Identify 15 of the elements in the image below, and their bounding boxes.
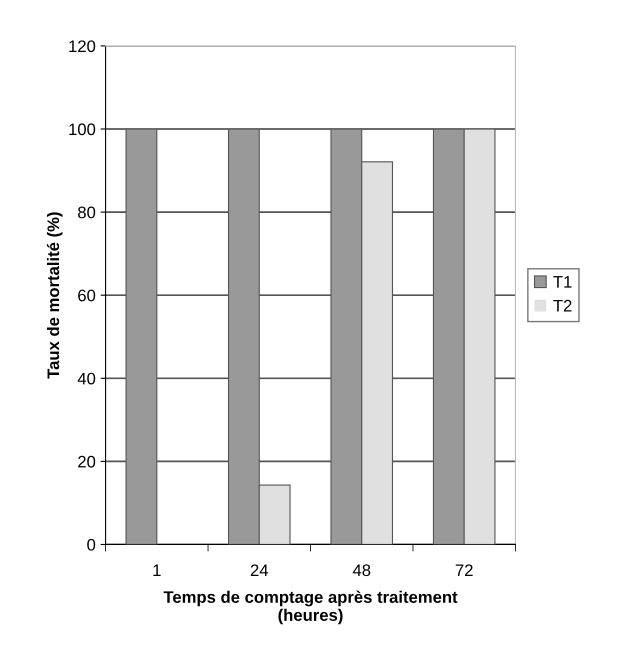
x-tick-label: 48 xyxy=(352,564,370,576)
y-tick-label: 20 xyxy=(78,456,96,468)
legend-label: T2 xyxy=(553,300,572,312)
y-tick-label: 60 xyxy=(78,290,96,302)
x-tick-label: 1 xyxy=(153,564,161,576)
y-tick-label: 40 xyxy=(78,372,96,384)
y-tick-label: 0 xyxy=(87,538,96,551)
x-tick-label: 72 xyxy=(456,564,473,576)
y-tick-label: 120 xyxy=(69,40,96,52)
y-tick-label: 80 xyxy=(78,206,96,218)
legend-label: T1 xyxy=(553,276,572,288)
x-axis-title: Temps de comptage après traitement (heures) xyxy=(164,590,458,624)
x-tick-label: 24 xyxy=(250,564,268,576)
y-tick-label: 100 xyxy=(69,123,96,136)
y-axis-title: Taux de mortalité (%) xyxy=(46,212,62,379)
